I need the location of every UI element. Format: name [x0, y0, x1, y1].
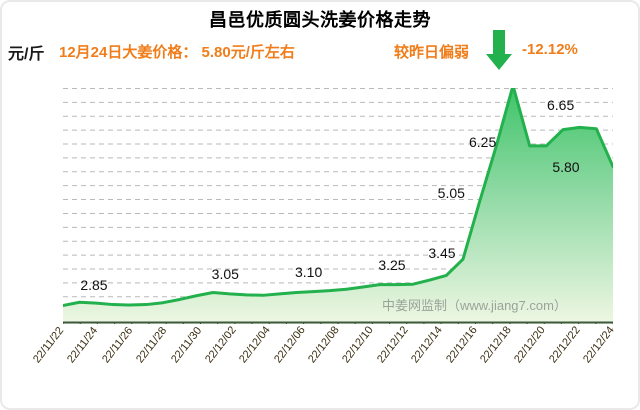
y-axis-unit-label: 元/斤: [8, 46, 45, 63]
chart-area-fill: [63, 88, 613, 324]
data-point-label: 5.05: [437, 185, 465, 202]
price-area-chart: [63, 88, 613, 324]
down-arrow-icon: [484, 28, 514, 72]
data-point-label: 6.65: [547, 97, 575, 114]
current-price-text: 12月24日大姜价格： 5.80元/斤左右: [59, 44, 295, 61]
data-point-label: 2.85: [80, 277, 108, 294]
page-title: 昌邑优质圆头洗姜价格走势: [209, 10, 431, 30]
watermark-text: 中姜网监制（www.jiang7.com）: [382, 298, 567, 313]
data-point-label: 3.05: [211, 265, 239, 282]
data-point-label: 3.10: [295, 263, 323, 280]
data-point-label: 3.25: [378, 256, 406, 273]
data-point-label: 6.25: [469, 133, 497, 150]
chart-line: [63, 88, 613, 307]
data-point-label: 3.45: [428, 245, 456, 262]
change-percent-badge: -12.12%: [522, 41, 578, 58]
data-point-label: 5.80: [552, 158, 580, 175]
trend-description-text: 较昨日偏弱: [394, 44, 470, 61]
